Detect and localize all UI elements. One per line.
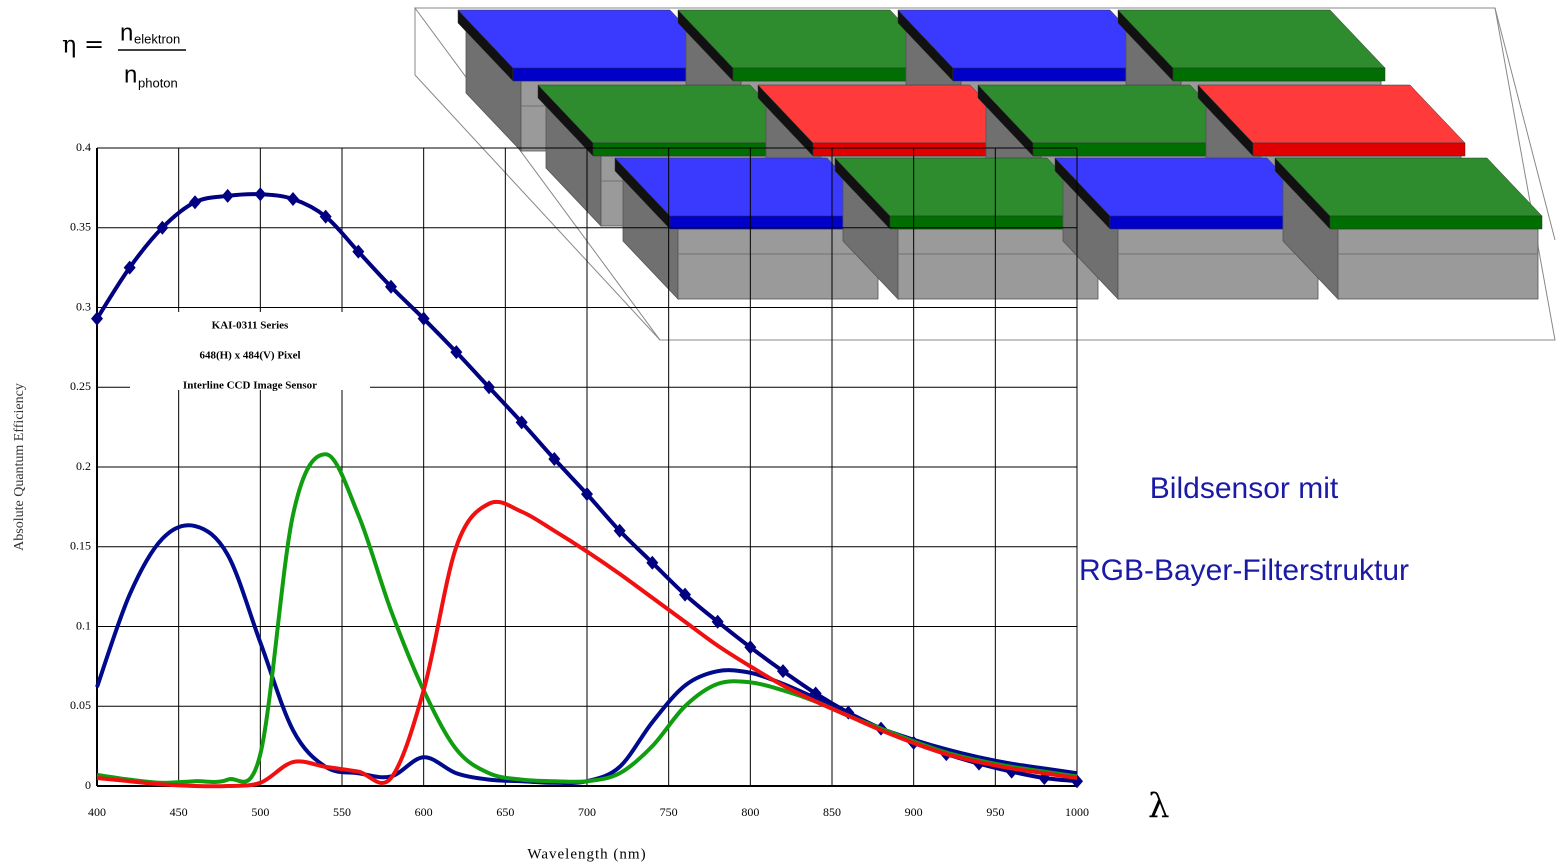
data-point — [515, 415, 528, 430]
annotation-box — [130, 312, 370, 390]
y-tick-label: 0.35 — [70, 220, 91, 234]
x-tick-label: 550 — [333, 805, 351, 819]
x-tick-label: 600 — [415, 805, 433, 819]
y-tick-label: 0.25 — [70, 379, 91, 393]
data-point — [189, 195, 201, 210]
data-point — [352, 244, 365, 259]
data-point — [548, 452, 561, 467]
data-point — [91, 311, 103, 326]
data-point — [711, 614, 724, 629]
x-tick-label: 450 — [170, 805, 188, 819]
x-axis-label: Wavelength (nm) — [527, 846, 646, 862]
formula-denominator: n — [124, 61, 137, 88]
x-tick-label: 1000 — [1065, 805, 1089, 819]
x-tick-label: 900 — [905, 805, 923, 819]
data-point — [450, 345, 463, 360]
caption-line: RGB-Bayer-Filterstruktur — [1079, 554, 1409, 587]
y-axis-label: Absolute Quantum Efficiency — [12, 383, 27, 551]
sensor-frame-edge — [1494, 7, 1556, 241]
data-point — [417, 311, 430, 326]
data-point — [646, 555, 659, 570]
data-point — [483, 380, 495, 395]
formula-numerator-sub: elektron — [134, 31, 180, 46]
lambda-symbol: λ — [1148, 786, 1170, 826]
formula-lhs: η = — [62, 31, 104, 59]
data-point — [744, 640, 757, 655]
caption-line: Bildsensor mit — [1150, 472, 1339, 505]
x-tick-label: 700 — [578, 805, 596, 819]
formula-numerator: n — [120, 19, 133, 46]
chart: 0 0.05 0.1 0.15 0.2 0.25 0.3 0.35 0.4 400 450 500 55… — [12, 140, 1089, 863]
y-tick-label: 0.2 — [76, 459, 91, 473]
data-point — [156, 220, 169, 235]
x-tick-label: 400 — [88, 805, 106, 819]
x-tick-label: 850 — [823, 805, 841, 819]
x-tick-label: 750 — [660, 805, 678, 819]
data-point — [287, 192, 299, 207]
data-point — [679, 587, 691, 602]
y-tick-label: 0.05 — [70, 698, 91, 712]
data-point — [581, 487, 593, 502]
data-point — [221, 188, 234, 203]
bayer-sensor-diagram — [414, 7, 1556, 341]
sensor-frame-edge — [414, 74, 661, 341]
x-tick-label: 500 — [251, 805, 269, 819]
x-tick-label: 950 — [986, 805, 1004, 819]
data-point — [319, 209, 332, 224]
y-tick-label: 0 — [85, 778, 91, 792]
sensor-frame — [414, 7, 1556, 341]
annotation: 648(H) x 484(V) Pixel — [199, 350, 300, 362]
data-point — [123, 260, 136, 275]
y-tick-label: 0.15 — [70, 539, 91, 553]
y-tick-label: 0.1 — [76, 618, 91, 632]
y-tick-label: 0.4 — [76, 140, 91, 154]
data-point — [777, 664, 789, 679]
filter-front — [1329, 215, 1543, 230]
annotation: Interline CCD Image Sensor — [183, 380, 317, 392]
filter-front — [1252, 142, 1466, 157]
y-tick-label: 0.3 — [76, 299, 91, 313]
formula-denominator-sub: photon — [138, 75, 178, 90]
data-point — [613, 523, 626, 538]
filter-front — [1172, 67, 1386, 82]
data-point — [254, 187, 267, 202]
pixel-body — [1337, 228, 1539, 300]
series-line — [96, 499, 1078, 789]
x-tick-label: 650 — [496, 805, 514, 819]
annotation: KAI-0311 Series — [212, 320, 289, 332]
x-tick-label: 800 — [741, 805, 759, 819]
data-point — [385, 279, 397, 294]
formula: η = n elektron n photon — [62, 19, 186, 90]
